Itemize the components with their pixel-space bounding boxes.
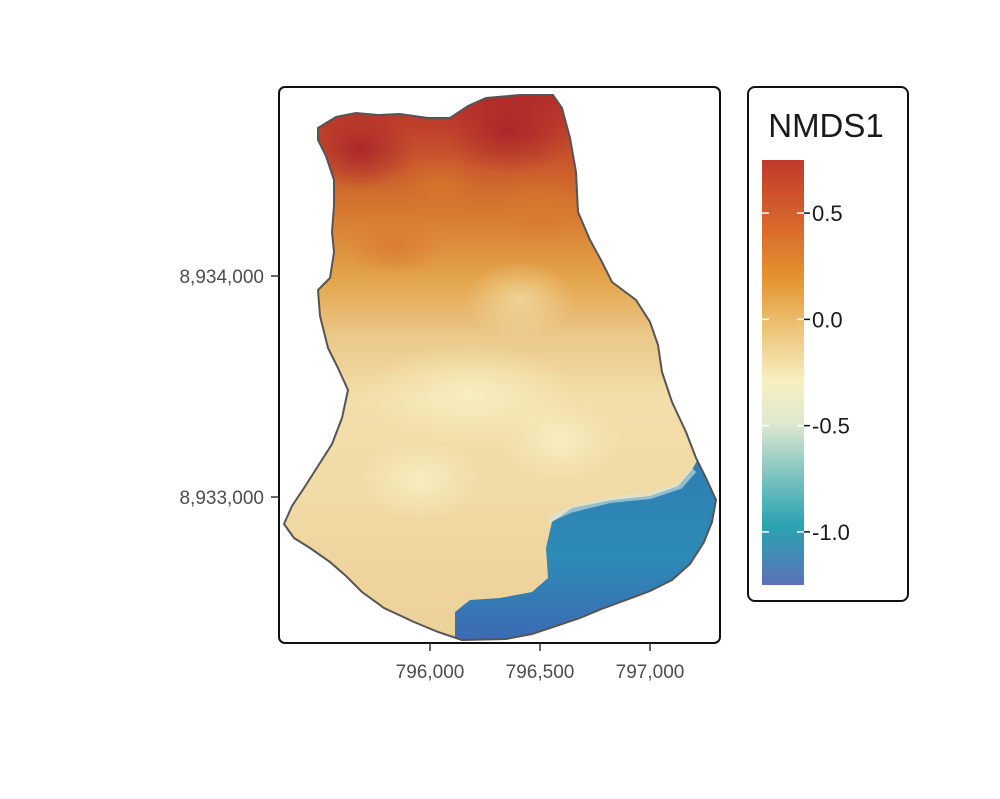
legend-tick-label: -0.5	[812, 414, 850, 439]
y-tick-label: 8,934,000	[179, 267, 264, 288]
x-tick-label: 796,500	[506, 662, 575, 683]
y-tick-label: 8,933,000	[179, 488, 264, 509]
legend-tick-label: 0.0	[812, 307, 843, 332]
x-tick-label: 797,000	[616, 662, 685, 683]
legend-tick-label: -1.0	[812, 520, 850, 545]
site-boundary	[282, 94, 718, 642]
legend: NMDS1 0.5 0.0 -0.5 -1.0	[747, 86, 909, 602]
legend-ticks: 0.5 0.0 -0.5 -1.0	[762, 201, 850, 545]
x-axis: 796,000 796,500 797,000	[396, 643, 685, 683]
legend-title: NMDS1	[768, 107, 884, 144]
legend-colorbar	[762, 160, 804, 585]
legend-tick-label: 0.5	[812, 201, 843, 226]
x-tick-label: 796,000	[396, 662, 465, 683]
y-axis: 8,934,000 8,933,000	[179, 267, 279, 509]
